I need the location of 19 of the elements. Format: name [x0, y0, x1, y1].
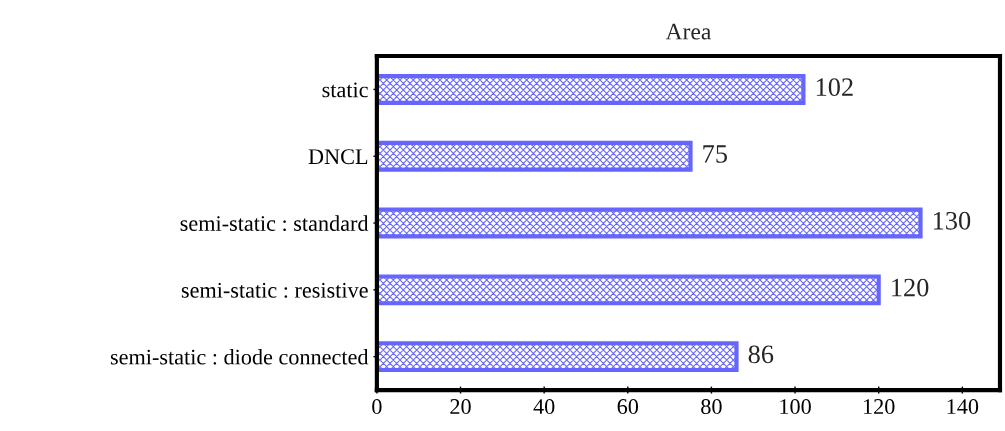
data-label: 120: [892, 278, 929, 297]
x-tick-label: 140: [947, 399, 979, 415]
x-tick-label: 40: [533, 399, 555, 415]
y-tick-label: DNCL: [308, 149, 368, 165]
y-tick-label: semi-static : standard: [180, 215, 369, 232]
y-tick-label: semi-static : resistive: [181, 282, 368, 298]
x-tick-label: 80: [701, 399, 722, 415]
x-tick-label: 60: [617, 399, 639, 415]
data-label: 75: [703, 145, 727, 163]
x-tick-label: 0: [372, 399, 382, 415]
data-label: 102: [816, 78, 853, 97]
x-tick-label: 120: [863, 399, 895, 415]
y-tick-label: semi-static : diode connected: [110, 348, 369, 365]
x-tick-label: 100: [780, 399, 811, 415]
data-label: 86: [748, 345, 774, 364]
chart-title: Area: [665, 23, 712, 40]
y-tick-label: static: [322, 82, 368, 98]
data-label: 130: [933, 211, 971, 230]
x-tick-label: 20: [450, 399, 471, 415]
